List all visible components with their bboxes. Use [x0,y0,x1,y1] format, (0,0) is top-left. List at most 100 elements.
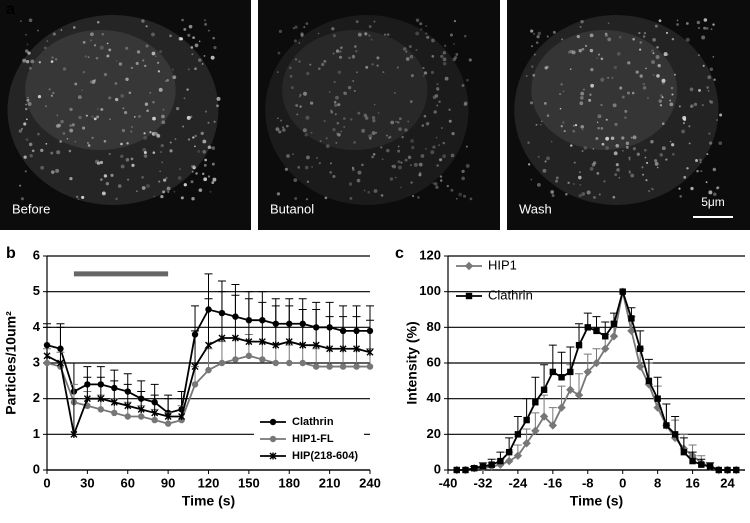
marker [232,356,239,363]
speckle [166,78,169,82]
speckle [396,66,399,69]
speckle [300,33,304,37]
speckle [607,37,612,42]
speckle [293,39,297,43]
panel-label: a [6,1,15,18]
speckle [530,101,533,105]
marker [464,261,474,271]
speckle [422,66,425,70]
speckle [552,30,556,34]
speckle [305,22,309,25]
speckle [315,157,318,159]
marker [488,461,495,468]
marker [353,363,360,370]
scale-bar-label: 5μm [701,195,725,209]
error-bar [540,364,549,390]
speckle [669,99,672,102]
speckle [709,100,712,103]
speckle [418,162,423,167]
speckle [349,196,353,200]
speckle [89,80,93,84]
speckle [101,191,106,196]
y-tick-label: 60 [427,354,441,369]
speckle [418,173,422,177]
speckle [46,40,49,42]
speckle [151,32,155,37]
speckle [562,121,565,124]
speckle [20,197,24,201]
speckle [77,95,82,100]
speckle [425,32,428,35]
speckle [23,155,27,159]
speckle [597,114,602,119]
y-tick-label: 6 [33,247,40,262]
speckle [442,51,446,55]
speckle [423,114,427,118]
speckle [24,170,27,173]
speckle [655,54,660,59]
speckle [451,131,455,136]
speckle [275,127,280,132]
speckle [430,70,435,75]
speckle [712,167,717,172]
speckle [528,163,531,166]
speckle [584,44,588,47]
speckle [624,116,627,119]
speckle [293,178,298,183]
speckle [371,115,376,120]
speckle [77,198,80,200]
marker [465,292,473,300]
speckle [435,136,438,139]
speckle [334,113,337,116]
marker [231,334,239,342]
speckle [27,51,31,55]
speckle [381,158,384,161]
speckle [399,117,402,121]
speckle [589,33,594,38]
y-tick-label: 120 [419,247,441,262]
speckle [178,168,181,171]
speckle [369,137,372,140]
speckle [91,80,96,84]
speckle [408,44,412,49]
speckle [38,61,41,64]
speckle [25,49,29,53]
speckle [449,33,453,37]
speckle [338,55,343,59]
speckle [583,146,588,150]
speckle [465,145,468,148]
speckle [27,96,29,99]
x-tick-label: 0 [619,475,626,490]
speckle [143,151,147,155]
speckle [142,148,147,152]
x-tick-label: 120 [198,475,220,490]
speckle [411,145,415,150]
speckle [533,53,536,56]
speckle [276,71,279,74]
speckle [279,119,283,122]
speckle [276,117,279,120]
marker [513,451,523,460]
speckle [177,176,182,180]
speckle [705,26,709,30]
speckle [372,119,376,123]
speckle [144,64,147,68]
panel-label: c [395,245,404,262]
speckle [690,105,693,108]
speckle [468,58,472,62]
speckle [413,162,418,167]
speckle [90,32,94,37]
marker [531,426,540,435]
speckle [69,128,74,133]
speckle [130,130,133,133]
speckle [376,64,379,67]
speckle [636,152,640,156]
speckle [683,122,685,125]
speckle [573,161,576,164]
speckle [699,158,702,162]
speckle [120,164,125,169]
speckle [709,67,714,72]
marker [285,338,293,346]
speckle [654,24,658,28]
